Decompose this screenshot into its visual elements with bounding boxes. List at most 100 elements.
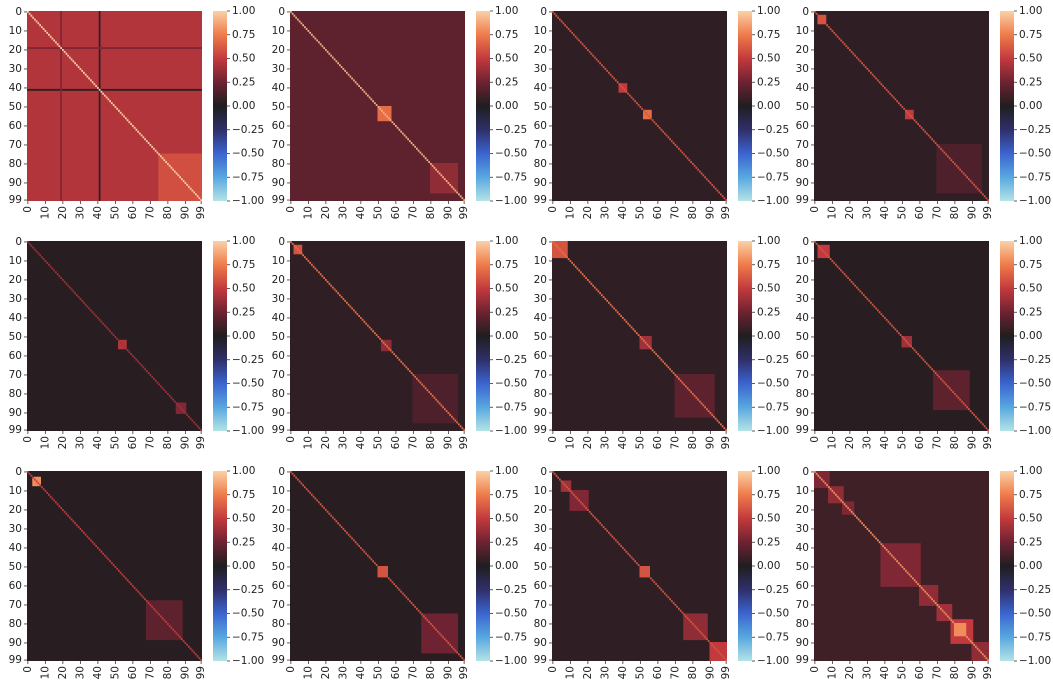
x-tick-label: 80 [949, 206, 961, 219]
x-tick-label: 40 [92, 666, 104, 679]
colorbar-tick-label: 0.00 [495, 100, 518, 112]
colorbar-tick-label: 0.75 [757, 29, 780, 41]
x-tick-label: 40 [617, 666, 629, 679]
y-tick-label: 90 [9, 177, 22, 189]
y-tick-label: 20 [272, 44, 285, 56]
x-tick-label: 10 [302, 206, 314, 219]
y-tick-label: 50 [9, 101, 22, 113]
colorbar-tick-label: 0.75 [757, 259, 780, 271]
y-tick-label: 0 [15, 6, 22, 18]
colorbar-tick-label: 0.00 [232, 330, 255, 342]
x-tick-label: 99 [720, 206, 732, 219]
colorbar-tick-label: −1.00 [232, 425, 264, 437]
heatmap: 0 0 10 10 20 20 30 30 40 40 50 50 60 60 70 70 80 80 90 90 99… [272, 465, 528, 679]
x-tick-label: 20 [582, 436, 594, 449]
colorbar-tick-label: −1.00 [757, 425, 789, 437]
x-tick-label: 20 [320, 666, 332, 679]
colorbar-tick-label: −0.75 [1019, 171, 1051, 183]
y-tick-label: 90 [534, 407, 547, 419]
y-tick-label: 10 [534, 25, 547, 37]
x-tick-label: 50 [372, 666, 384, 679]
colorbar-tick-label: 0.00 [1019, 560, 1042, 572]
y-tick-label: 70 [9, 369, 22, 381]
colorbar-tick-label: −0.25 [1019, 124, 1051, 136]
colorbar-tick-label: 0.25 [495, 306, 518, 318]
x-tick-label: 99 [195, 436, 207, 449]
x-tick-label: 80 [949, 666, 961, 679]
colorbar-tick-label: 1.00 [1019, 465, 1042, 477]
x-tick-label: 10 [564, 436, 576, 449]
colorbar-tick-label: −1.00 [757, 195, 789, 207]
colorbar-tick-label: 0.75 [232, 489, 255, 501]
y-tick-label: 70 [796, 139, 809, 151]
colorbar-tick-label: 0.00 [495, 560, 518, 572]
y-tick-label: 30 [9, 293, 22, 305]
colorbar-tick-label: 0.75 [232, 259, 255, 271]
colorbar-tick-label: 1.00 [232, 5, 255, 17]
x-tick-label: 99 [720, 436, 732, 449]
colorbar-tick-label: 0.50 [1019, 53, 1042, 65]
x-tick-label: 80 [162, 206, 174, 219]
y-tick-label: 0 [802, 466, 809, 478]
x-tick-label: 40 [92, 436, 104, 449]
y-tick-label: 40 [796, 82, 809, 94]
x-tick-label: 90 [704, 436, 716, 449]
colorbar-tick-label: 0.50 [757, 283, 780, 295]
y-tick-label: 80 [272, 388, 285, 400]
colorbar-tick-label: −0.25 [757, 354, 789, 366]
colorbar-tick-label: −0.75 [495, 631, 527, 643]
x-tick-label: 30 [599, 436, 611, 449]
y-tick-label: 99 [534, 194, 547, 206]
y-tick-label: 80 [796, 388, 809, 400]
y-tick-label: 30 [534, 63, 547, 75]
x-tick-label: 60 [390, 206, 402, 219]
colorbar-tick-label: 0.25 [495, 536, 518, 548]
x-tick-label: 90 [966, 206, 978, 219]
colorbar [738, 11, 752, 201]
colorbar-tick-label: −0.75 [232, 401, 264, 413]
x-tick-label: 40 [355, 666, 367, 679]
y-tick-label: 99 [796, 424, 809, 436]
y-tick-label: 80 [534, 158, 547, 170]
colorbar-tick-label: 0.75 [1019, 29, 1042, 41]
y-tick-label: 50 [796, 331, 809, 343]
colorbar-tick-label: 1.00 [1019, 5, 1042, 17]
colorbar-tick-label: −0.50 [495, 378, 527, 390]
x-tick-label: 30 [74, 206, 86, 219]
x-tick-label: 60 [652, 206, 664, 219]
heatmap: 0 0 10 10 20 20 30 30 40 40 50 50 60 60 70 70 80 80 90 90 99… [534, 5, 790, 219]
heatmap: 0 0 10 10 20 20 30 30 40 40 50 50 60 60 70 70 80 80 90 90 99… [9, 5, 265, 219]
x-tick-label: 90 [966, 436, 978, 449]
colorbar-tick-label: −0.75 [1019, 631, 1051, 643]
y-tick-label: 90 [796, 407, 809, 419]
heatmap: 0 0 10 10 20 20 30 30 40 40 50 50 60 60 70 70 80 80 90 90 99… [9, 465, 265, 679]
y-tick-label: 70 [534, 599, 547, 611]
x-tick-label: 30 [337, 206, 349, 219]
colorbar [213, 471, 227, 661]
colorbar-tick-label: −0.75 [757, 631, 789, 643]
x-tick-label: 10 [564, 206, 576, 219]
y-tick-label: 60 [534, 350, 547, 362]
y-tick-label: 50 [534, 101, 547, 113]
x-tick-label: 20 [320, 206, 332, 219]
colorbar-tick-label: −0.50 [232, 378, 264, 390]
colorbar-tick-label: 0.50 [1019, 283, 1042, 295]
heatmap-stripe [27, 88, 202, 91]
y-tick-label: 0 [278, 466, 285, 478]
y-tick-label: 20 [9, 44, 22, 56]
y-tick-label: 99 [272, 654, 285, 666]
y-tick-label: 60 [272, 350, 285, 362]
y-tick-label: 90 [272, 407, 285, 419]
y-tick-label: 50 [534, 561, 547, 573]
y-tick-label: 99 [534, 424, 547, 436]
y-tick-label: 60 [796, 580, 809, 592]
y-tick-label: 50 [272, 101, 285, 113]
x-tick-label: 80 [687, 436, 699, 449]
x-tick-label: 70 [407, 436, 419, 449]
colorbar-tick-label: 0.25 [1019, 76, 1042, 88]
colorbar-tick-label: −0.50 [1019, 378, 1051, 390]
colorbar-tick-label: 0.00 [232, 560, 255, 572]
x-tick-label: 60 [127, 206, 139, 219]
x-tick-label: 80 [425, 666, 437, 679]
